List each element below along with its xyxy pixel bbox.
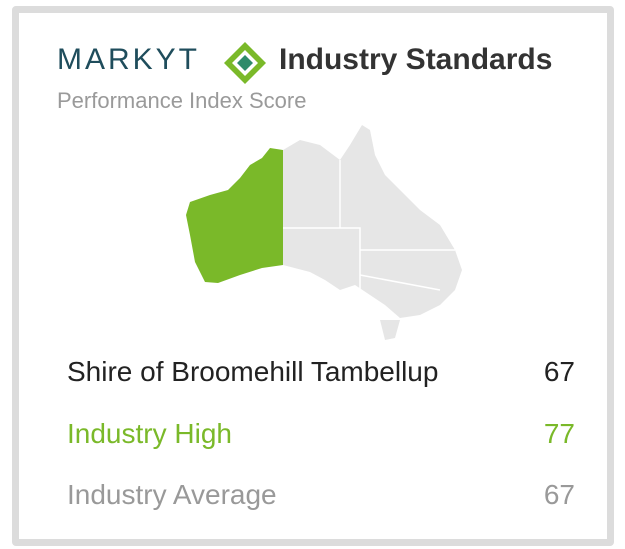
row: Industry High 77	[67, 418, 575, 450]
row-value: 67	[543, 479, 575, 510]
logo-icon	[224, 42, 266, 84]
row-label: Industry Average	[67, 479, 277, 510]
row-label: Industry High	[67, 418, 232, 449]
row-value: 67	[543, 356, 575, 387]
region-other	[283, 125, 462, 318]
region-tasmania	[380, 320, 400, 340]
subtitle: Performance Index Score	[57, 88, 307, 113]
row-label: Shire of Broomehill Tambellup	[67, 356, 439, 387]
region-wa	[186, 148, 283, 283]
title: Industry Standards	[279, 43, 553, 76]
row-value: 77	[543, 418, 575, 449]
row: Shire of Broomehill Tambellup 67	[67, 356, 575, 388]
state-borders	[283, 160, 455, 300]
card: MARKYT Industry Standards Performance In…	[12, 6, 614, 546]
row: Industry Average 67	[67, 479, 575, 511]
australia-map	[186, 125, 462, 340]
brand: MARKYT	[57, 43, 201, 76]
